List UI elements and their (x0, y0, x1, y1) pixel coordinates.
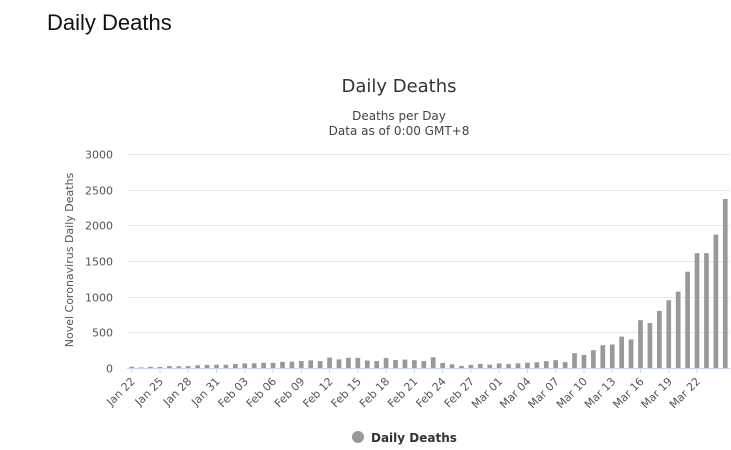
gridlines (127, 154, 730, 333)
bar[interactable] (346, 357, 351, 368)
bar[interactable] (195, 365, 201, 368)
bar[interactable] (280, 361, 285, 368)
page-heading: Daily Deaths (47, 10, 172, 35)
bar-series (129, 198, 728, 368)
bar[interactable] (609, 344, 615, 368)
bar[interactable] (289, 361, 295, 368)
bar[interactable] (553, 360, 559, 368)
y-tick-label: 3000 (85, 149, 113, 162)
bar[interactable] (449, 364, 455, 368)
bar[interactable] (402, 359, 408, 368)
y-tick-label: 0 (106, 363, 113, 376)
bar[interactable] (506, 364, 511, 368)
bar[interactable] (515, 363, 521, 368)
bar[interactable] (204, 364, 210, 368)
x-tick-label: Feb 06 (244, 375, 279, 410)
x-tick-label: Feb 09 (272, 375, 307, 410)
chart-title: Daily Deaths (341, 76, 456, 97)
bar[interactable] (572, 353, 577, 368)
y-tick-label: 1500 (85, 256, 113, 269)
bar[interactable] (374, 361, 380, 368)
bar[interactable] (129, 366, 135, 368)
bar[interactable] (327, 357, 332, 368)
bar[interactable] (713, 234, 719, 368)
bar[interactable] (459, 365, 464, 368)
legend-item-daily-deaths[interactable]: Daily Deaths (352, 431, 457, 445)
y-tick-label: 2000 (85, 220, 113, 233)
bar[interactable] (468, 364, 474, 368)
bar[interactable] (628, 339, 634, 368)
bar[interactable] (525, 362, 530, 368)
bar[interactable] (685, 271, 690, 368)
bar[interactable] (534, 362, 540, 368)
bar[interactable] (430, 357, 436, 368)
bar[interactable] (412, 360, 417, 368)
bar[interactable] (383, 358, 389, 368)
bar[interactable] (176, 366, 182, 368)
bar[interactable] (138, 367, 144, 368)
bar[interactable] (261, 362, 266, 368)
bar[interactable] (656, 310, 662, 368)
bar[interactable] (694, 253, 700, 368)
x-tick-label: Feb 18 (357, 375, 392, 410)
x-tick-label: Feb 12 (300, 375, 335, 410)
y-tick-label: 1000 (85, 292, 113, 305)
bar[interactable] (440, 362, 445, 368)
chart-subtitle-line2: Data as of 0:00 GMT+8 (329, 124, 470, 138)
x-tick-label: Jan 22 (104, 375, 138, 409)
x-tick-label: Mar 22 (667, 375, 703, 411)
bar[interactable] (355, 357, 361, 368)
bar[interactable] (336, 359, 342, 368)
y-tick-label: 2500 (85, 185, 113, 198)
bar[interactable] (233, 363, 238, 368)
bar[interactable] (666, 300, 672, 368)
bar[interactable] (421, 361, 427, 368)
bar[interactable] (167, 366, 172, 368)
x-tick-label: Jan 25 (132, 375, 166, 409)
x-tick-label: Jan 28 (160, 375, 194, 409)
bar[interactable] (393, 360, 398, 368)
bar[interactable] (223, 364, 229, 368)
y-axis-title: Novel Coronavirus Daily Deaths (63, 172, 76, 347)
y-axis-ticks: 0 500 1000 1500 2000 2500 3000 (85, 149, 113, 376)
bar[interactable] (298, 361, 304, 368)
bar[interactable] (214, 364, 219, 368)
bar[interactable] (647, 323, 653, 368)
bar[interactable] (270, 362, 276, 368)
bar[interactable] (581, 354, 587, 368)
bar[interactable] (364, 360, 370, 368)
bar[interactable] (157, 367, 163, 368)
bar[interactable] (591, 350, 596, 368)
legend-label: Daily Deaths (371, 431, 457, 445)
bar[interactable] (487, 364, 493, 368)
bar[interactable] (477, 363, 483, 368)
bar[interactable] (242, 363, 248, 368)
bar[interactable] (638, 320, 643, 368)
legend-marker (352, 431, 364, 443)
chart-subtitle-line1: Deaths per Day (352, 109, 446, 123)
y-tick-label: 500 (92, 327, 113, 340)
bar[interactable] (600, 345, 606, 368)
bar[interactable] (496, 363, 502, 368)
bar[interactable] (148, 366, 153, 368)
x-tick-label: Feb 21 (385, 375, 420, 410)
bar[interactable] (317, 361, 323, 368)
bar[interactable] (543, 361, 549, 368)
x-tick-label: Feb 03 (216, 375, 251, 410)
bar[interactable] (308, 360, 314, 368)
x-tick-label: Feb 24 (413, 375, 448, 410)
bar[interactable] (251, 363, 257, 368)
bar[interactable] (185, 366, 191, 368)
bar[interactable] (722, 198, 728, 368)
bar[interactable] (562, 362, 568, 368)
bar[interactable] (619, 336, 624, 368)
x-tick-label: Feb 15 (329, 375, 364, 410)
bar[interactable] (675, 291, 681, 368)
bar[interactable] (704, 253, 709, 368)
